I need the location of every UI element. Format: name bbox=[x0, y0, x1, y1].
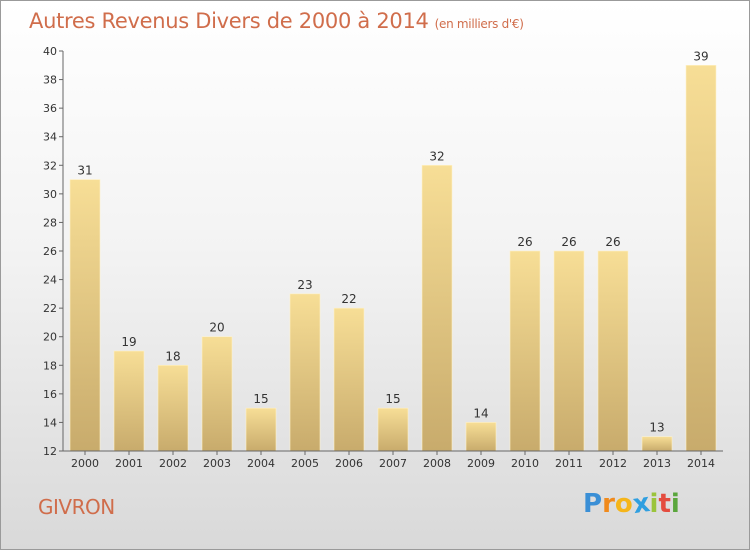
y-tick-label: 22 bbox=[43, 302, 57, 315]
logo-letter: r bbox=[602, 489, 615, 519]
x-tick-label-2003: 2003 bbox=[203, 457, 231, 470]
y-tick-label: 38 bbox=[43, 74, 57, 87]
value-label-2000: 31 bbox=[77, 164, 92, 178]
x-tick-label-2009: 2009 bbox=[467, 457, 495, 470]
x-tick-label-2006: 2006 bbox=[335, 457, 363, 470]
value-label-2011: 26 bbox=[561, 235, 576, 249]
bar-2007 bbox=[377, 407, 409, 452]
y-axis: 12 14 16 18 20 22 24 26 28 30 32 34 36 38 40 bbox=[43, 45, 64, 458]
logo-letter: i bbox=[670, 489, 680, 519]
bar-2003 bbox=[201, 336, 233, 452]
logo-letter: P bbox=[583, 489, 603, 519]
chart-title: Autres Revenus Divers de 2000 à 2014 (en … bbox=[29, 9, 524, 33]
x-tick-label-2004: 2004 bbox=[247, 457, 275, 470]
logo-letter: t bbox=[658, 489, 671, 519]
bar-2004 bbox=[245, 407, 277, 452]
value-label-2002: 18 bbox=[165, 349, 180, 363]
bar-2009 bbox=[465, 422, 497, 452]
x-tick-label-2010: 2010 bbox=[511, 457, 539, 470]
value-label-2008: 32 bbox=[429, 149, 444, 163]
y-tick-label: 12 bbox=[43, 445, 57, 458]
y-tick-label: 32 bbox=[43, 159, 57, 172]
bar-2013 bbox=[641, 436, 673, 452]
y-tick-label: 24 bbox=[43, 274, 57, 287]
bar-2002 bbox=[157, 364, 189, 452]
proxiti-logo: Proxiti bbox=[583, 487, 680, 521]
bar-2010 bbox=[509, 250, 541, 452]
logo-letter: o bbox=[614, 489, 633, 519]
y-tick-label: 26 bbox=[43, 245, 57, 258]
value-label-2001: 19 bbox=[121, 335, 136, 349]
value-label-2009: 14 bbox=[473, 406, 488, 420]
x-tick-label-2008: 2008 bbox=[423, 457, 451, 470]
logo-letter: i bbox=[649, 489, 659, 519]
y-tick-label: 14 bbox=[43, 416, 57, 429]
x-tick-label-2007: 2007 bbox=[379, 457, 407, 470]
y-tick-label: 40 bbox=[43, 45, 57, 58]
x-tick-label-2000: 2000 bbox=[71, 457, 99, 470]
y-tick-label: 18 bbox=[43, 359, 57, 372]
bar-2008 bbox=[421, 164, 453, 452]
y-tick-label: 28 bbox=[43, 216, 57, 229]
bar-2005 bbox=[289, 293, 321, 452]
value-label-2005: 23 bbox=[297, 278, 312, 292]
value-label-2003: 20 bbox=[209, 321, 224, 335]
value-label-2012: 26 bbox=[605, 235, 620, 249]
y-tick-label: 36 bbox=[43, 102, 57, 115]
bar-2006 bbox=[333, 307, 365, 452]
logo-letter: x bbox=[630, 487, 652, 521]
y-tick-label: 20 bbox=[43, 331, 57, 344]
value-label-2007: 15 bbox=[385, 392, 400, 406]
bar-2012 bbox=[597, 250, 629, 452]
value-label-2010: 26 bbox=[517, 235, 532, 249]
value-label-2014: 39 bbox=[693, 49, 708, 63]
x-tick-label-2001: 2001 bbox=[115, 457, 143, 470]
commune-name: GIVRON bbox=[38, 495, 115, 519]
value-label-2006: 22 bbox=[341, 292, 356, 306]
x-tick-label-2012: 2012 bbox=[599, 457, 627, 470]
y-tick-label: 34 bbox=[43, 131, 57, 144]
value-label-2013: 13 bbox=[649, 421, 664, 435]
bars: 31 19 18 20 15 23 22 15 32 14 26 26 26 13 39 bbox=[69, 49, 717, 452]
value-label-2004: 15 bbox=[253, 392, 268, 406]
bar-2014 bbox=[685, 64, 717, 452]
x-tick-label-2002: 2002 bbox=[159, 457, 187, 470]
x-tick-label-2013: 2013 bbox=[643, 457, 671, 470]
x-tick-label-2014: 2014 bbox=[687, 457, 715, 470]
y-tick-label: 30 bbox=[43, 188, 57, 201]
chart-subtitle: (en milliers d'€) bbox=[434, 17, 524, 31]
bar-2001 bbox=[113, 350, 145, 452]
x-tick-label-2005: 2005 bbox=[291, 457, 319, 470]
chart-title-text: Autres Revenus Divers de 2000 à 2014 bbox=[29, 9, 429, 33]
x-axis: 2000 2001 2002 2003 2004 2005 2006 2007 2008 2009… bbox=[63, 450, 723, 470]
y-tick-label: 16 bbox=[43, 388, 57, 401]
bar-2011 bbox=[553, 250, 585, 452]
x-tick-label-2011: 2011 bbox=[555, 457, 583, 470]
bar-2000 bbox=[69, 179, 101, 452]
